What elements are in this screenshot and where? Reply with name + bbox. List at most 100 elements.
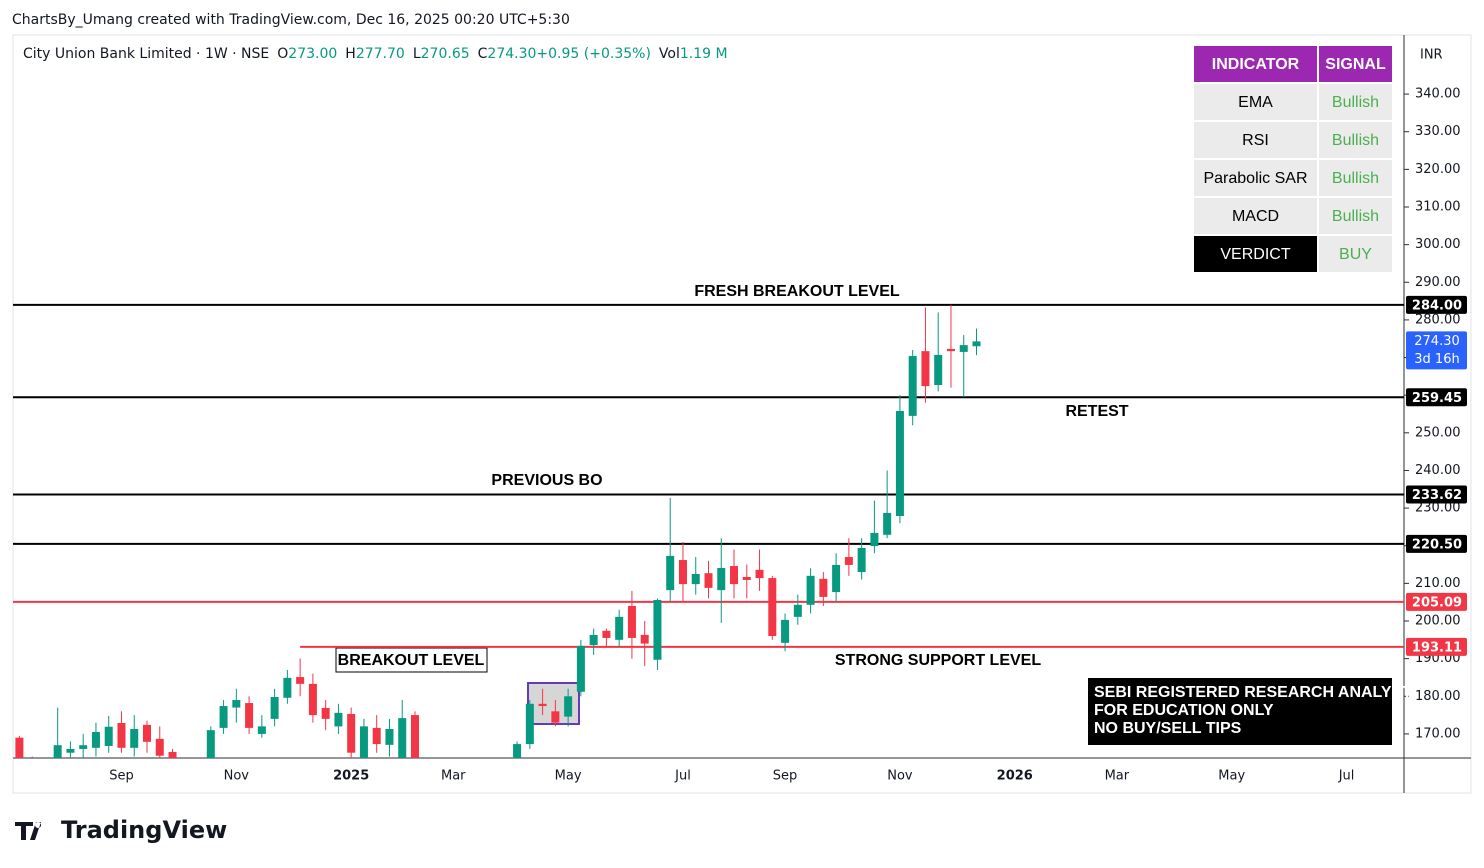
candle-body xyxy=(576,645,585,692)
table-text: INDICATOR xyxy=(1212,56,1300,73)
table-text: MACD xyxy=(1232,208,1279,225)
candle-body xyxy=(525,703,534,745)
table-cell xyxy=(1194,46,1317,82)
table-text: Bullish xyxy=(1332,94,1379,111)
x-tick-label: May xyxy=(1218,769,1245,784)
table-cell xyxy=(1194,198,1317,234)
legend-item: C xyxy=(478,46,488,62)
level-tag xyxy=(1406,592,1467,611)
disclaimer-line: SEBI REGISTERED RESEARCH ANALYST xyxy=(1094,684,1412,701)
candle-body xyxy=(640,634,649,644)
candle-body xyxy=(79,745,88,749)
candle-body xyxy=(359,726,368,758)
candle-body xyxy=(615,616,624,640)
plot-area xyxy=(13,303,1404,810)
table-cell xyxy=(1319,122,1392,158)
candle-body xyxy=(946,348,955,352)
level-tag-label: 233.62 xyxy=(1412,488,1462,503)
candle-body xyxy=(513,744,522,758)
y-tick-label: 320.00 xyxy=(1415,162,1461,177)
candle-body xyxy=(206,730,215,758)
table-text: EMA xyxy=(1238,94,1273,111)
y-tick-label: 240.00 xyxy=(1415,463,1461,478)
logo xyxy=(15,822,42,840)
y-tick-label: 210.00 xyxy=(1415,576,1461,591)
legend-item: 273.00 xyxy=(288,46,337,62)
x-tick-label: Mar xyxy=(1105,769,1130,784)
last-price-label: 274.30 xyxy=(1414,334,1460,349)
candle-body xyxy=(589,634,598,646)
candle-body xyxy=(15,737,24,758)
table-text: SIGNAL xyxy=(1325,56,1386,73)
candle-body xyxy=(91,732,100,748)
indicator-table: INDICATOR SIGNAL EMA Bullish RSI Bullish Parab… xyxy=(1194,46,1392,272)
level-tag xyxy=(1406,485,1467,504)
table-cell xyxy=(1319,198,1392,234)
candle-body xyxy=(347,713,356,753)
table-cell xyxy=(1319,84,1392,120)
y-tick-label: 250.00 xyxy=(1415,425,1461,440)
candle-body xyxy=(564,696,573,717)
legend-item: L xyxy=(413,46,421,62)
annotation: FRESH BREAKOUT LEVEL xyxy=(694,283,900,300)
legend-item: H xyxy=(345,46,356,62)
table-text: RSI xyxy=(1242,132,1269,149)
candle-body xyxy=(781,619,790,643)
candle-body xyxy=(232,700,241,708)
candle-body xyxy=(219,706,228,728)
candle-body xyxy=(870,532,879,547)
candle-body xyxy=(462,802,470,810)
table-text: Bullish xyxy=(1332,132,1379,149)
legend-item: 1.19 M xyxy=(680,46,728,62)
candle-body xyxy=(257,726,266,734)
candle-body xyxy=(959,345,968,352)
y-tick-label: 200.00 xyxy=(1415,614,1461,629)
level-tag xyxy=(1406,295,1467,314)
candle-body xyxy=(551,711,560,723)
candle-body xyxy=(538,703,547,707)
table-cell xyxy=(1194,122,1317,158)
annotation: RETEST xyxy=(1065,403,1128,420)
candle-body xyxy=(117,722,126,748)
candle-body xyxy=(717,567,726,591)
x-tick-label: 2026 xyxy=(997,769,1033,784)
last-price-tag xyxy=(1406,331,1467,370)
table-text: Bullish xyxy=(1332,170,1379,187)
candle-body xyxy=(270,697,279,719)
y-tick-label: 340.00 xyxy=(1415,87,1461,102)
x-tick-label: Jul xyxy=(674,769,691,784)
candle-body xyxy=(627,605,636,638)
legend-item: 277.70 xyxy=(356,46,405,62)
table-cell xyxy=(1319,160,1392,196)
candle-body xyxy=(857,547,866,573)
legend-item: O xyxy=(277,46,288,62)
y-tick-label: 330.00 xyxy=(1415,124,1461,139)
candle-body xyxy=(844,557,853,565)
table-cell xyxy=(1319,236,1392,272)
candle-body xyxy=(742,576,751,580)
candle-body xyxy=(666,555,675,591)
candle-body xyxy=(883,512,892,535)
x-tick-label: 2025 xyxy=(333,769,369,784)
level-tag-label: 220.50 xyxy=(1412,537,1462,552)
candle-body xyxy=(755,569,764,579)
legend-item: +0.95 (+0.35%) xyxy=(536,46,650,62)
level-tag-label: 259.45 xyxy=(1412,391,1462,406)
candle-body xyxy=(66,748,75,753)
x-tick-label: Mar xyxy=(441,769,466,784)
legend-item: City Union Bank Limited · 1W · NSE xyxy=(23,46,269,62)
candle-body xyxy=(934,354,943,386)
candle-body xyxy=(385,729,394,745)
level-tag xyxy=(1406,637,1467,656)
brand: TradingView xyxy=(15,816,227,844)
candle-body xyxy=(334,712,343,727)
candle-body xyxy=(142,724,151,742)
candle-body xyxy=(168,751,177,758)
candle-body xyxy=(678,560,687,585)
table-cell xyxy=(1194,160,1317,196)
candle-body xyxy=(908,356,917,416)
candle-body xyxy=(921,351,930,387)
countdown: 3d 16h xyxy=(1414,352,1459,367)
candle-body xyxy=(602,630,611,638)
